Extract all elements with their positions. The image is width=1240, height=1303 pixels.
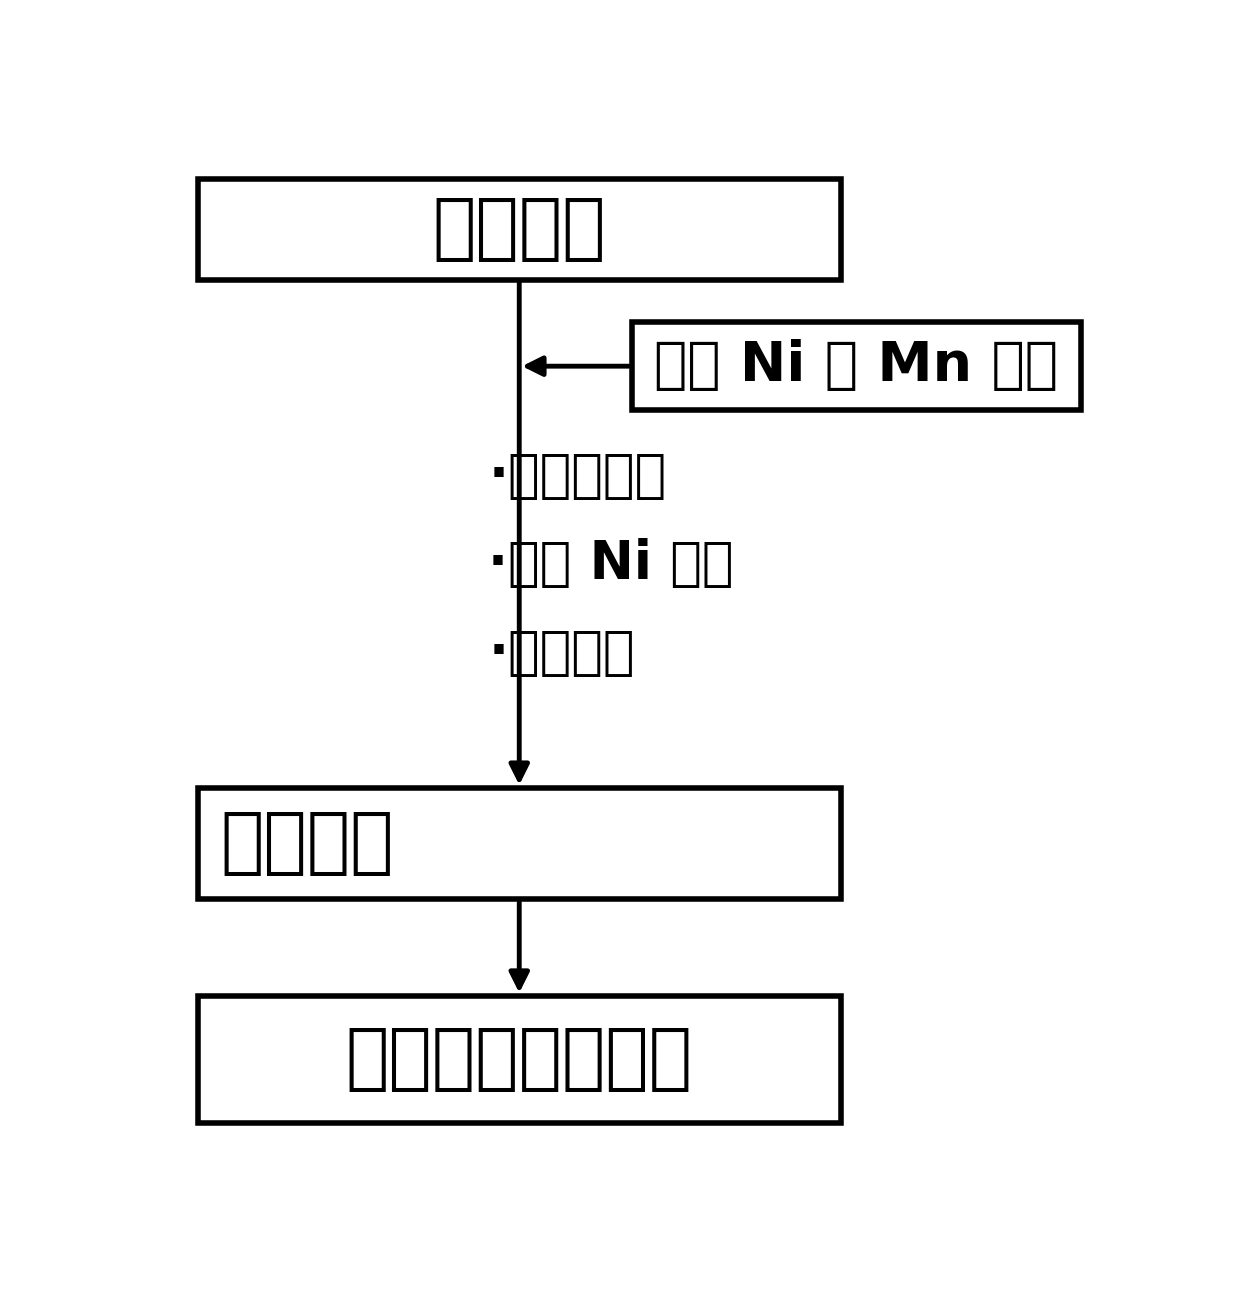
Bar [197, 995, 841, 1123]
Text: ·搦拌动力: ·搦拌动力 [489, 627, 635, 679]
Bar [197, 788, 841, 899]
Bar [631, 322, 1081, 410]
Bar [197, 180, 841, 280]
Text: 中和析晶: 中和析晶 [221, 809, 394, 878]
Text: ·溶解氧浓度: ·溶解氧浓度 [489, 450, 666, 502]
Text: 反应溶液: 反应溶液 [433, 195, 606, 265]
Text: ·溶解 Ni 浓度: ·溶解 Ni 浓度 [489, 538, 734, 590]
Text: 包含 Ni 和 Mn 的盐: 包含 Ni 和 Mn 的盐 [655, 339, 1059, 394]
Text: 镁锶复合氢氧化物: 镁锶复合氢氧化物 [346, 1024, 693, 1093]
